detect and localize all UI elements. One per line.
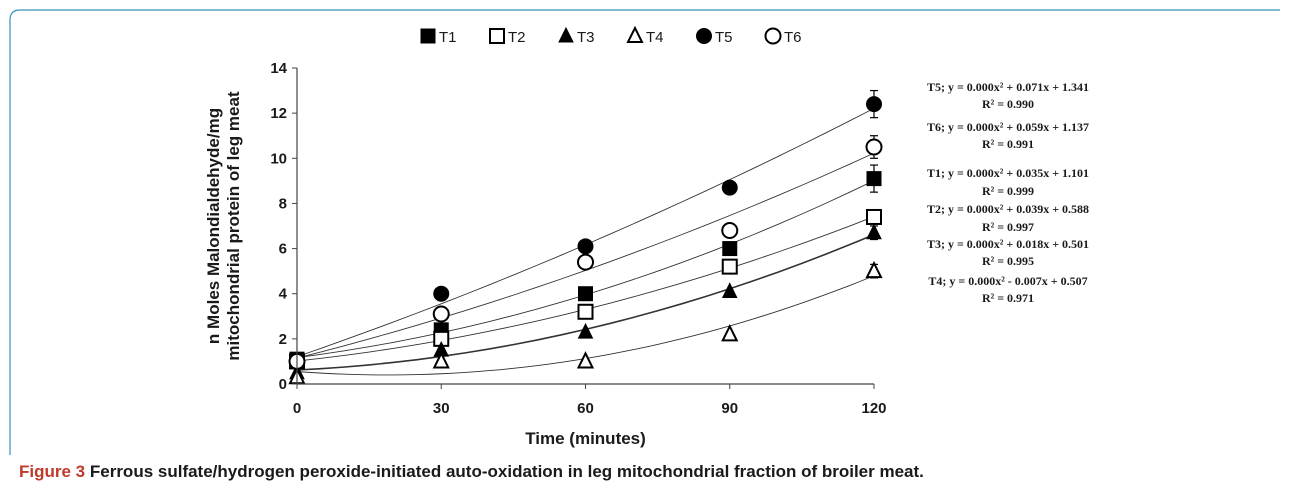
point-t4-x120	[865, 260, 883, 279]
x-tick-label: 0	[293, 400, 301, 417]
y-tick-label: 8	[279, 195, 287, 212]
point-t5-x120	[866, 96, 882, 113]
y-axis-title-line1: n Moles Malondialdehyde/mg	[204, 108, 223, 344]
point-t5-x60	[577, 238, 594, 255]
legend-marker-t4	[626, 25, 644, 44]
x-axis-title: Time (minutes)	[525, 429, 646, 448]
point-t3-x120	[866, 223, 882, 240]
point-t3-x90	[721, 282, 738, 298]
y-tick-label: 6	[279, 241, 287, 258]
legend-marker-t2	[489, 28, 505, 44]
point-t5-x90	[721, 179, 738, 196]
legend-marker-t3	[558, 26, 574, 43]
caption-text: Ferrous sulfate/hydrogen peroxide-initia…	[89, 462, 924, 481]
x-tick-label: 30	[433, 400, 450, 417]
r-squared-t6: R² = 0.991	[982, 137, 1034, 151]
y-tick-label: 2	[279, 331, 287, 348]
point-t4-x30	[432, 351, 450, 369]
legend-label-t3: T3	[577, 29, 595, 46]
point-t6-x90	[721, 222, 739, 240]
point-t5-x30	[433, 285, 450, 302]
legend-label-t4: T4	[646, 29, 664, 46]
x-tick-label: 60	[577, 400, 594, 417]
figure-border	[9, 9, 1280, 455]
x-tick-label: 120	[861, 400, 886, 417]
point-t2-x60	[577, 303, 594, 320]
y-tick-label: 0	[279, 376, 287, 393]
legend-marker-t5	[696, 28, 712, 44]
r-squared-t4: R² = 0.971	[982, 291, 1034, 305]
point-t4-x90	[721, 324, 739, 342]
equation-t2: T2; y = 0.000x² + 0.039x + 0.588	[927, 202, 1089, 216]
legend-label-t6: T6	[784, 29, 802, 46]
point-t6-x30	[432, 305, 450, 323]
point-t1-x90	[722, 241, 738, 257]
y-axis-title-line2: mitochondrial protein of leg meat	[224, 91, 243, 361]
legend-label-t5: T5	[715, 29, 733, 46]
equation-t5: T5; y = 0.000x² + 0.071x + 1.341	[927, 80, 1089, 94]
equation-t6: T6; y = 0.000x² + 0.059x + 1.137	[927, 120, 1089, 134]
point-t6-x60	[577, 253, 594, 271]
point-t1-x120	[866, 171, 882, 187]
y-tick-label: 4	[279, 286, 288, 303]
equation-t4: T4; y = 0.000x² - 0.007x + 0.507	[928, 274, 1087, 288]
legend-marker-t6	[764, 27, 782, 45]
point-t2-x120	[866, 208, 882, 225]
point-t2-x90	[721, 258, 738, 275]
legend-marker-t1	[420, 28, 436, 44]
y-tick-label: 14	[270, 60, 287, 77]
x-tick-label: 90	[721, 400, 738, 417]
point-t3-x60	[577, 322, 594, 339]
r-squared-t3: R² = 0.995	[982, 254, 1034, 268]
r-squared-t1: R² = 0.999	[982, 184, 1034, 198]
legend-label-t1: T1	[439, 29, 457, 46]
axes: 0 2 4 6 8 10 12 14 0 30 60 90 120 Time (minutes) n Mol…	[204, 60, 887, 448]
equation-t1: T1; y = 0.000x² + 0.035x + 1.101	[927, 166, 1089, 180]
r-squared-t2: R² = 0.997	[982, 220, 1034, 234]
equation-t3: T3; y = 0.000x² + 0.018x + 0.501	[927, 237, 1089, 251]
point-t6-x120	[865, 138, 883, 156]
caption-label: Figure 3	[19, 462, 86, 481]
data-points	[288, 96, 883, 385]
y-tick-label: 10	[270, 150, 287, 167]
equations: T5; y = 0.000x² + 0.071x + 1.341 R² = 0.9…	[927, 80, 1089, 305]
r-squared-t5: R² = 0.990	[982, 97, 1034, 111]
point-t1-x60	[578, 286, 593, 302]
legend-label-t2: T2	[508, 29, 526, 46]
y-tick-label: 12	[270, 105, 287, 122]
figure-caption: Figure 3 Ferrous sulfate/hydrogen peroxi…	[19, 462, 1279, 482]
legend: T1 T2 T3 T4 T5 T6	[420, 25, 802, 46]
point-t4-x60	[576, 351, 595, 369]
